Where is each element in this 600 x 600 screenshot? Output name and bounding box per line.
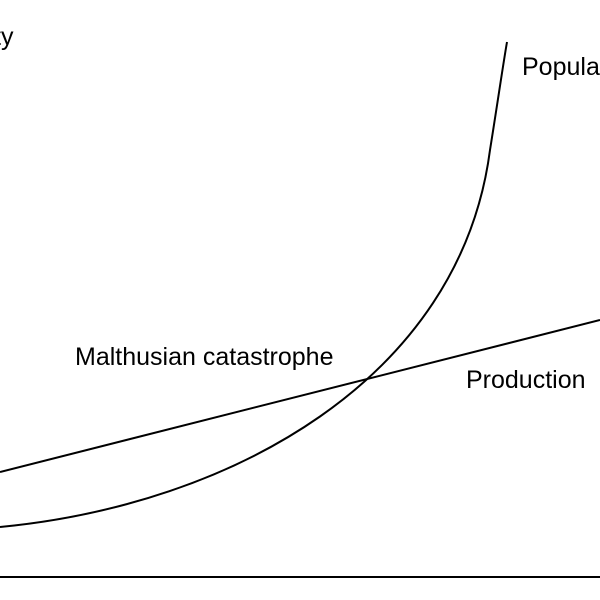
- production-label: Production: [466, 366, 586, 394]
- population-curve: [0, 41, 508, 528]
- population-label: Popula: [522, 53, 600, 81]
- production-line: [0, 319, 600, 473]
- catastrophe-label: Malthusian catastrophe: [75, 343, 333, 371]
- y-axis-label: ty: [0, 23, 14, 51]
